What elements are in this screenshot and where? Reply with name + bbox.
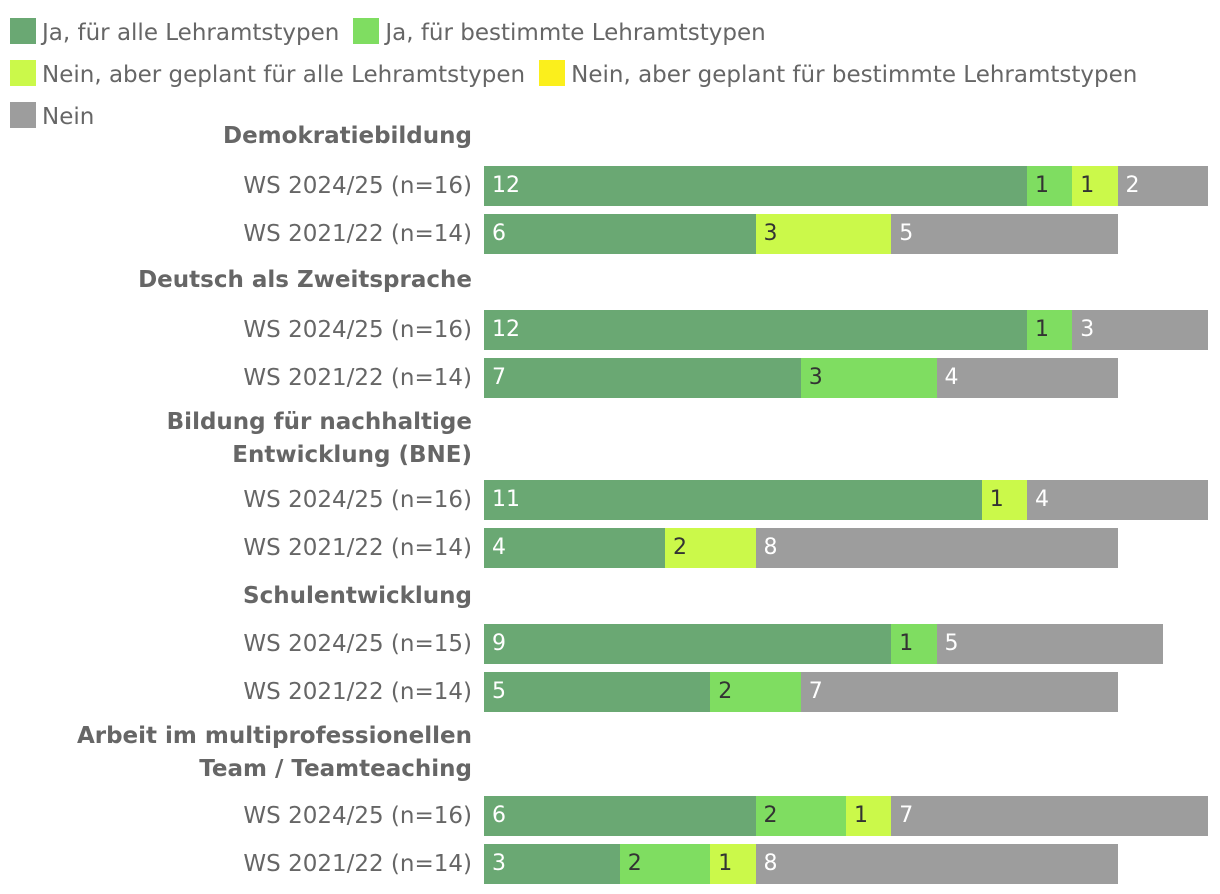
legend-item: Nein, aber geplant für alle Lehramtstype… — [10, 54, 525, 96]
row-label: WS 2024/25 (n=16) — [243, 173, 472, 199]
legend-item: Nein, aber geplant für bestimmte Lehramt… — [539, 54, 1137, 96]
group-title: Schulentwicklung — [243, 583, 472, 609]
bar-segment-ja_alle — [484, 672, 711, 712]
legend-swatch — [10, 102, 36, 128]
group-title: Bildung für nachhaltige Entwicklung (BNE… — [166, 409, 472, 468]
legend-label: Ja, für bestimmte Lehramtstypen — [385, 20, 766, 46]
legend-label: Ja, für alle Lehramtstypen — [42, 20, 340, 46]
bar-segment-ja_alle — [484, 166, 1027, 206]
legend-label: Nein, aber geplant für alle Lehramtstype… — [42, 62, 526, 88]
group-title: Demokratiebildung — [222, 123, 472, 149]
data-label: 4 — [944, 365, 959, 390]
bar-segment-geplant_alle — [755, 214, 892, 254]
data-label: 12 — [492, 173, 520, 198]
data-label: 6 — [492, 221, 506, 246]
data-label: 5 — [492, 679, 506, 704]
data-label: 3 — [1080, 317, 1095, 342]
data-label: 2 — [718, 679, 733, 704]
bar-segment-ja_alle — [484, 844, 620, 884]
legend-swatch — [10, 60, 36, 86]
bar-segment-ja_alle — [484, 796, 756, 836]
legend-item: Nein — [10, 96, 94, 138]
data-label: 7 — [899, 803, 914, 828]
bar-segment-geplant_alle — [981, 480, 1027, 520]
legend-swatch — [539, 60, 566, 86]
bar-segment-geplant_alle — [665, 528, 756, 568]
bar-segment-nein — [1072, 310, 1208, 350]
bar-segment-geplant_alle — [710, 844, 756, 884]
data-label: 1 — [1080, 173, 1095, 198]
data-label: 8 — [763, 535, 778, 560]
data-label: 5 — [944, 631, 959, 656]
bar-segment-ja_alle — [484, 358, 801, 398]
bar-segment-nein — [1027, 480, 1208, 520]
data-label: 1 — [899, 631, 914, 656]
bar-segment-ja_alle — [484, 310, 1027, 350]
data-label: 7 — [808, 679, 823, 704]
bar-segment-nein — [755, 844, 1118, 884]
bar-segment-nein — [755, 528, 1118, 568]
chart-legend: Ja, für alle Lehramtstypen Ja, für bestim… — [10, 12, 1210, 138]
data-label: 8 — [763, 851, 778, 876]
legend-label: Nein — [42, 104, 95, 130]
legend-item: Ja, für bestimmte Lehramtstypen — [353, 12, 766, 54]
data-label: 1 — [1035, 317, 1049, 342]
legend-label: Nein, aber geplant für bestimmte Lehramt… — [571, 62, 1138, 88]
data-label: 2 — [627, 851, 642, 876]
row-label: WS 2021/22 (n=14) — [243, 221, 472, 247]
legend-swatch — [353, 18, 380, 44]
bar-segment-geplant_alle — [846, 796, 892, 836]
data-label: 9 — [492, 631, 506, 656]
group-title: Arbeit im multiprofessionellen Team / Te… — [76, 723, 472, 782]
data-label: 2 — [1125, 173, 1140, 198]
legend-swatch — [10, 18, 36, 44]
bar-segment-ja_bestimmte — [1027, 310, 1073, 350]
bar-segment-ja_bestimmte — [891, 624, 937, 664]
bar-segment-ja_bestimmte — [1027, 166, 1073, 206]
data-label: 3 — [763, 221, 778, 246]
row-label: WS 2021/22 (n=14) — [243, 851, 472, 877]
row-label: WS 2024/25 (n=16) — [243, 317, 472, 343]
data-label: 6 — [492, 803, 506, 828]
data-label: 2 — [673, 535, 687, 560]
data-label: 7 — [492, 365, 506, 390]
data-label: 1 — [854, 803, 868, 828]
bar-segment-nein — [936, 624, 1163, 664]
data-label: 1 — [1035, 173, 1049, 198]
row-label: WS 2024/25 (n=16) — [243, 803, 472, 829]
bar-segment-nein — [891, 796, 1208, 836]
data-label: 11 — [492, 487, 520, 512]
row-label: WS 2021/22 (n=14) — [243, 679, 472, 705]
bar-segment-nein — [1117, 166, 1208, 206]
row-label: WS 2024/25 (n=16) — [243, 487, 472, 513]
legend-item: Ja, für alle Lehramtstypen — [10, 12, 339, 54]
bar-segment-ja_bestimmte — [619, 844, 711, 884]
data-label: 12 — [492, 317, 520, 342]
data-label: 5 — [899, 221, 914, 246]
data-label: 1 — [989, 487, 1004, 512]
group-title: Deutsch als Zweitsprache — [138, 267, 472, 293]
bar-segment-ja_bestimmte — [800, 358, 937, 398]
bar-segment-nein — [936, 358, 1118, 398]
data-label: 2 — [763, 803, 778, 828]
row-label: WS 2021/22 (n=14) — [243, 365, 472, 391]
row-label: WS 2024/25 (n=15) — [243, 631, 472, 657]
bar-segment-ja_alle — [484, 214, 756, 254]
data-label: 4 — [1035, 487, 1049, 512]
bar-segment-nein — [891, 214, 1118, 254]
bar-segment-ja_alle — [484, 624, 892, 664]
bar-segment-ja_bestimmte — [710, 672, 801, 712]
row-label: WS 2021/22 (n=14) — [243, 535, 472, 561]
bar-segment-nein — [800, 672, 1118, 712]
bar-segment-geplant_alle — [1072, 166, 1118, 206]
data-label: 3 — [492, 851, 506, 876]
data-label: 3 — [808, 365, 823, 390]
bar-segment-ja_bestimmte — [755, 796, 846, 836]
bar-segment-ja_alle — [484, 528, 665, 568]
data-label: 1 — [718, 851, 733, 876]
data-label: 4 — [492, 535, 506, 560]
bar-segment-ja_alle — [484, 480, 982, 520]
